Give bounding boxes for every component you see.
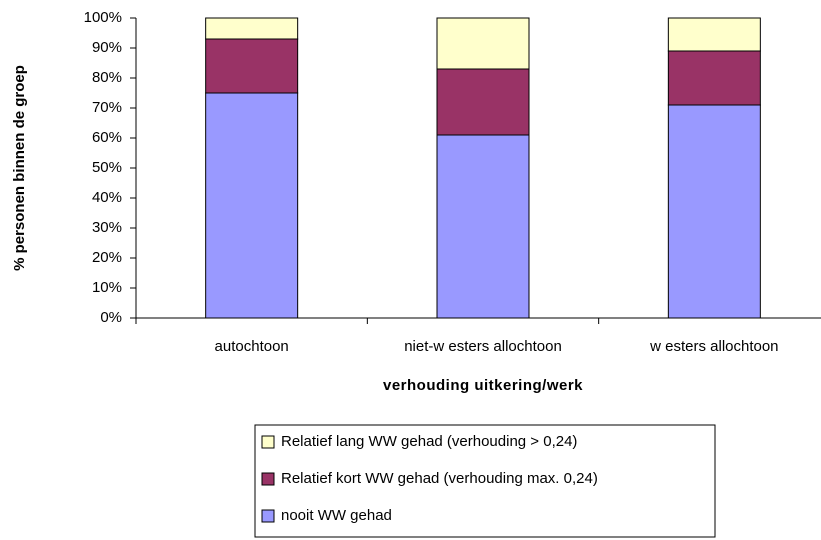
bar-segment [436,17,530,70]
legend-label: Relatief lang WW gehad (verhouding > 0,2… [281,433,577,450]
y-tick-label: 20% [92,249,122,266]
legend-swatch [261,509,275,523]
bar-segment [205,92,299,319]
bar-segment [205,17,299,40]
x-tick-label: niet-w esters allochtoon [404,338,562,355]
y-tick-label: 80% [92,69,122,86]
legend-box [254,424,716,538]
bar-segment [667,17,761,52]
y-tick-label: 10% [92,279,122,296]
x-tick-label: w esters allochtoon [649,338,778,355]
y-tick-label: 100% [84,9,122,26]
bar-segment [436,68,530,136]
y-tick-label: 0% [100,309,122,326]
y-tick-label: 60% [92,129,122,146]
bar-segment [667,50,761,106]
x-tick-label: autochtoon [215,338,289,355]
y-tick-label: 50% [92,159,122,176]
legend-label: Relatief kort WW gehad (verhouding max. … [281,470,598,487]
legend-swatch [261,472,275,486]
y-tick-label: 90% [92,39,122,56]
bar-segment [436,134,530,319]
bar-segment [205,38,299,94]
y-axis-label: % personen binnen de groep [11,65,28,271]
bar-segment [667,104,761,319]
x-axis-label: verhouding uitkering/werk [383,377,583,394]
legend-swatch [261,435,275,449]
y-tick-label: 40% [92,189,122,206]
y-tick-label: 30% [92,219,122,236]
y-tick-label: 70% [92,99,122,116]
legend-label: nooit WW gehad [281,507,392,524]
